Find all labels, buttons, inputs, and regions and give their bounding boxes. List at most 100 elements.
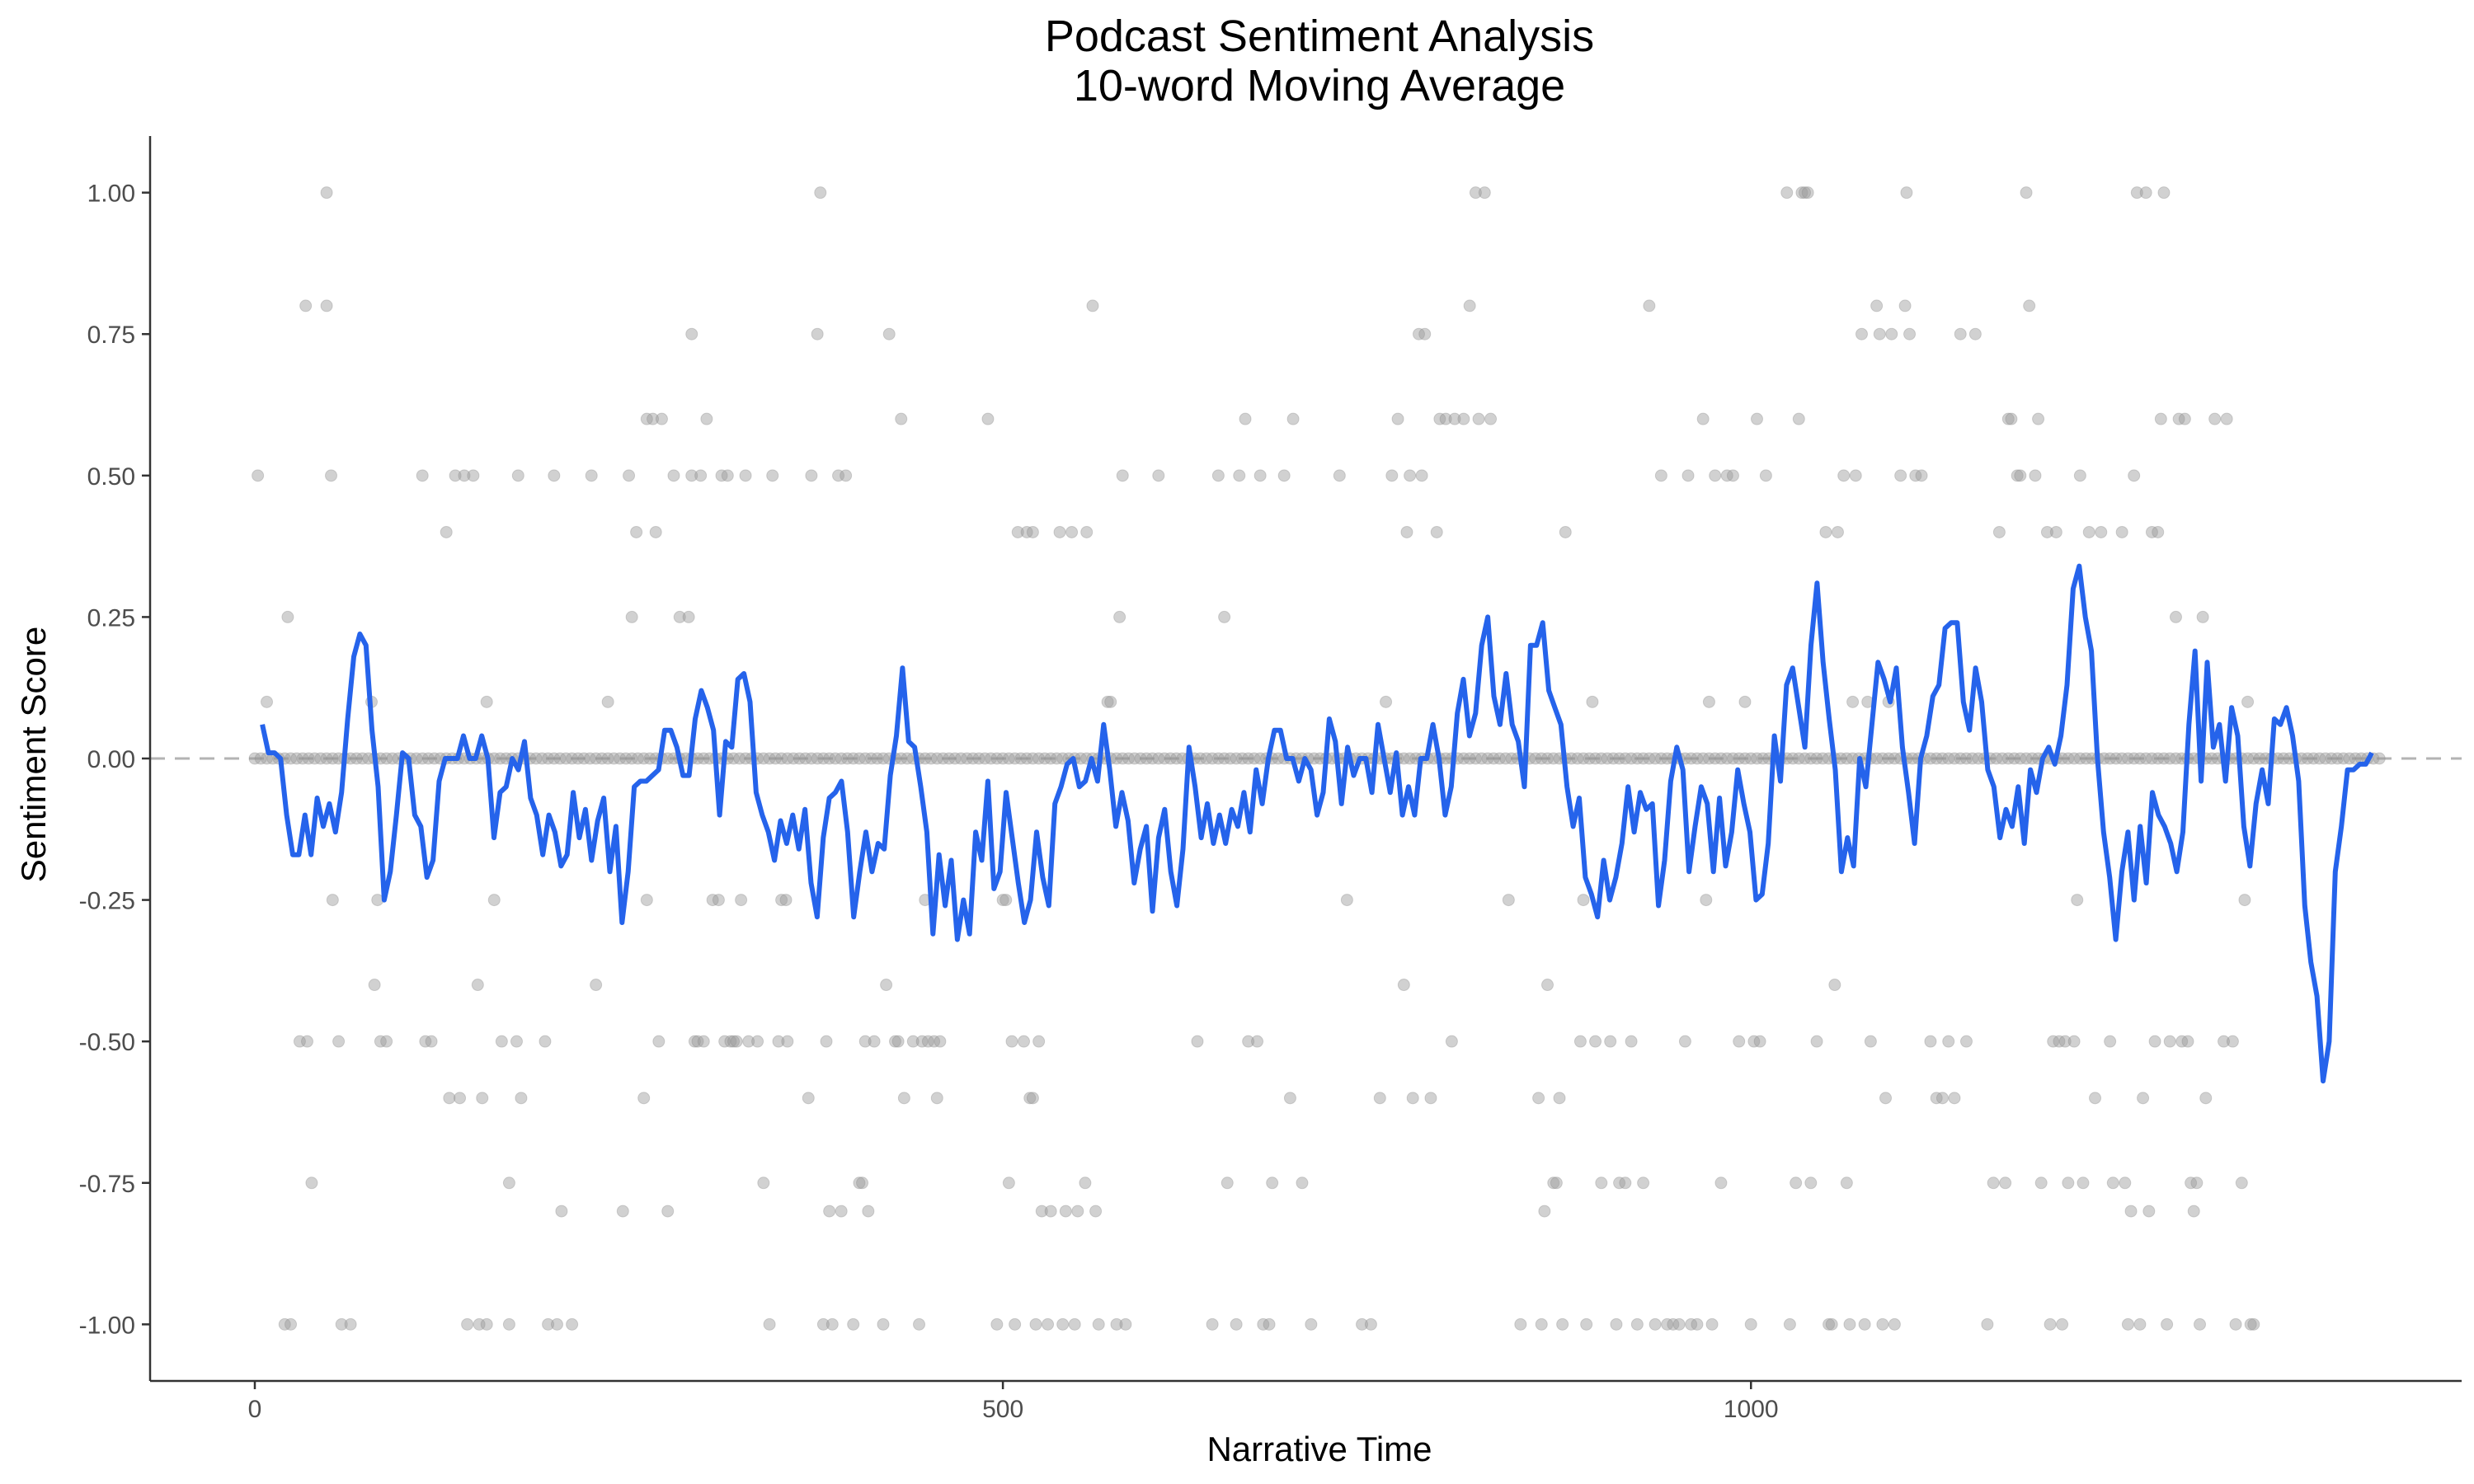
data-point xyxy=(1540,752,1554,765)
data-point xyxy=(990,752,1004,765)
data-point xyxy=(548,469,561,482)
data-point xyxy=(368,979,381,992)
data-point xyxy=(1035,1205,1048,1218)
data-point xyxy=(1463,299,1476,312)
data-point xyxy=(1637,752,1650,765)
data-point xyxy=(335,1317,348,1331)
data-point xyxy=(888,1035,901,1048)
data-point xyxy=(1493,752,1506,765)
data-point xyxy=(542,1317,555,1331)
data-point xyxy=(416,752,429,765)
data-point xyxy=(625,752,638,765)
data-point xyxy=(1020,752,1033,765)
data-point xyxy=(757,752,770,765)
data-point xyxy=(305,1176,318,1190)
data-point xyxy=(2185,1176,2198,1190)
data-point xyxy=(2238,894,2251,907)
data-points xyxy=(248,186,2386,1331)
data-point xyxy=(299,299,313,312)
data-point xyxy=(763,752,776,765)
data-point xyxy=(1759,469,1772,482)
data-point xyxy=(2172,412,2185,425)
data-point xyxy=(706,894,719,907)
data-point xyxy=(1876,752,1889,765)
data-point xyxy=(1709,469,1722,482)
data-point xyxy=(961,752,974,765)
data-point xyxy=(700,412,713,425)
data-point xyxy=(742,1035,755,1048)
data-point xyxy=(326,894,339,907)
data-point xyxy=(1613,1176,1626,1190)
data-point xyxy=(1799,752,1812,765)
data-point xyxy=(1056,752,1070,765)
data-point xyxy=(847,1317,860,1331)
data-point xyxy=(805,469,818,482)
data-point xyxy=(1667,1317,1680,1331)
data-point xyxy=(787,752,800,765)
data-point xyxy=(1089,1205,1103,1218)
data-point xyxy=(816,1317,830,1331)
data-point xyxy=(1790,1176,1803,1190)
data-point xyxy=(1032,752,1046,765)
data-point xyxy=(1266,1176,1279,1190)
data-point xyxy=(915,1035,929,1048)
data-point xyxy=(2247,752,2260,765)
data-point xyxy=(2244,1317,2257,1331)
data-point xyxy=(1935,752,1949,765)
data-point xyxy=(2319,752,2332,765)
data-point xyxy=(2175,1035,2189,1048)
x-tick-label: 500 xyxy=(982,1396,1023,1423)
data-point xyxy=(254,752,267,765)
data-point xyxy=(1885,327,1898,340)
data-point xyxy=(882,327,896,340)
data-point xyxy=(972,752,985,765)
y-tick-label: 0.00 xyxy=(87,746,135,773)
data-point xyxy=(1014,752,1028,765)
data-point xyxy=(934,1035,947,1048)
data-point xyxy=(548,752,561,765)
data-point xyxy=(1799,186,1812,200)
data-point xyxy=(1373,1092,1386,1105)
data-point xyxy=(2128,469,2141,482)
data-point xyxy=(1079,1176,1092,1190)
data-point xyxy=(1113,610,1126,623)
data-point xyxy=(1448,412,1461,425)
data-point xyxy=(425,1035,438,1048)
data-point xyxy=(1101,695,1114,708)
data-point xyxy=(1200,752,1213,765)
data-point xyxy=(868,1035,881,1048)
data-point xyxy=(1819,525,1832,538)
data-point xyxy=(461,1317,474,1331)
data-point xyxy=(730,1035,743,1048)
data-point xyxy=(539,1035,552,1048)
data-point xyxy=(652,1035,666,1048)
data-point xyxy=(1733,1035,1746,1048)
data-point xyxy=(1505,752,1518,765)
data-point xyxy=(895,412,908,425)
data-point xyxy=(2044,1317,2057,1331)
data-point xyxy=(1104,695,1117,708)
data-point xyxy=(2056,1317,2069,1331)
data-point xyxy=(1831,525,1844,538)
data-point xyxy=(877,1317,890,1331)
data-point xyxy=(667,469,680,482)
data-point xyxy=(2145,525,2158,538)
data-point xyxy=(1400,525,1413,538)
data-point xyxy=(1404,469,1417,482)
data-point xyxy=(1397,979,1410,992)
data-point xyxy=(1110,1317,1123,1331)
data-point xyxy=(891,1035,905,1048)
data-point xyxy=(1924,1035,1937,1048)
data-point xyxy=(1026,525,1039,538)
data-point xyxy=(2163,752,2176,765)
axes: 1.00 0.75 0.50 0.25 0.00 -0.25 -0.50 -0.75 -1.00… xyxy=(79,136,2462,1423)
data-point xyxy=(1499,752,1512,765)
data-point xyxy=(1463,752,1476,765)
data-point xyxy=(661,1205,675,1218)
data-point xyxy=(840,752,854,765)
data-point xyxy=(1550,1176,1563,1190)
data-point xyxy=(1685,752,1698,765)
data-point xyxy=(1909,469,1922,482)
data-point xyxy=(1333,469,1346,482)
data-point xyxy=(2047,1035,2060,1048)
